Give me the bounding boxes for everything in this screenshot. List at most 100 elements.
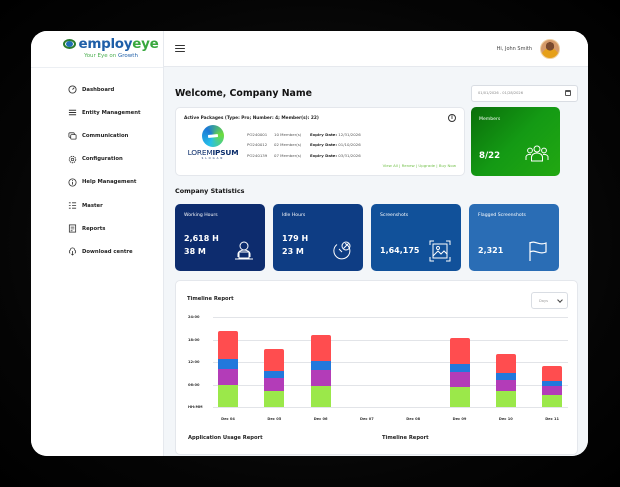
report-icon: [68, 224, 77, 233]
bar-segment: [495, 380, 516, 392]
chart-bar[interactable]: [310, 335, 331, 407]
sidebar-item-communication[interactable]: Communication: [31, 124, 163, 147]
timeline-report-subtitle: Timeline Report: [382, 435, 429, 441]
x-axis-tick: Dec 11: [545, 417, 559, 421]
bar-segment: [218, 331, 238, 360]
bar-segment: [449, 372, 470, 387]
y-axis-tick: 18:00: [188, 337, 200, 342]
top-bar: Hi, John Smith: [164, 31, 588, 67]
user-menu[interactable]: Hi, John Smith: [496, 38, 560, 59]
members-count: 8/22: [479, 151, 501, 161]
chart-bar[interactable]: [542, 366, 563, 407]
bar-segment: [495, 353, 516, 374]
sidebar-item-download-centre[interactable]: Download centre: [31, 240, 163, 263]
bar-segment: [264, 349, 285, 371]
bar-segment: [264, 377, 285, 391]
chart-bar[interactable]: [218, 331, 238, 407]
calendar-icon: [565, 90, 571, 96]
sidebar-item-reports[interactable]: Reports: [31, 217, 163, 240]
sidebar-item-dashboard[interactable]: Dashboard: [31, 78, 163, 101]
package-row: PO240012 02 Member(s) Expiry Date: 01/10…: [247, 142, 361, 148]
timeline-report-card: Timeline Report Days HH:MM 06:00 12:00 18:0…: [175, 280, 578, 455]
x-axis-tick: Dec 08: [406, 417, 421, 421]
company-logo-mark-icon: [202, 125, 224, 147]
stats-cards: Working Hours 2,618 H 38 M Idle Hours 17…: [175, 204, 578, 271]
gridline: [213, 317, 568, 318]
dashboard-gauge-icon: [68, 85, 77, 94]
y-axis-tick: 24:00: [188, 315, 200, 319]
sidebar: employeye Your Eye on Growth Dashboard E…: [31, 31, 164, 456]
company-statistics-title: Company Statistics: [175, 187, 245, 195]
bar-segment: [542, 381, 563, 386]
flagged-screenshots-card[interactable]: Flagged Screenshots 2,321: [469, 204, 559, 271]
app-window: employeye Your Eye on Growth Dashboard E…: [31, 31, 588, 456]
chart-bar[interactable]: [495, 353, 516, 407]
sidebar-item-configuration[interactable]: Configuration: [31, 148, 163, 171]
image-frame-icon: [429, 240, 451, 262]
checklist-icon: [68, 201, 77, 210]
working-hours-card[interactable]: Working Hours 2,618 H 38 M: [175, 204, 265, 271]
gridline: [213, 362, 568, 363]
info-icon[interactable]: i: [448, 114, 456, 122]
period-select[interactable]: Days: [531, 292, 568, 309]
bar-segment: [264, 370, 285, 378]
package-action-links[interactable]: View All | Renew | Upgrade | Buy Now: [382, 163, 456, 168]
user-greeting: Hi, John Smith: [496, 45, 532, 52]
sidebar-nav: Dashboard Entity Management Communicatio…: [31, 68, 163, 264]
x-axis-tick: Dec 04: [221, 417, 235, 421]
application-usage-report-title: Application Usage Report: [188, 435, 263, 441]
chart-bar[interactable]: [264, 349, 285, 407]
bar-segment: [310, 361, 331, 371]
packages-title: Active Packages (Type: Pro; Number: 4; M…: [184, 116, 319, 121]
timeline-chart: HH:MM 06:00 12:00 18:00 24:00 Dec 04 Dec 05 Dec…: [176, 281, 577, 454]
sidebar-item-help-management[interactable]: Help Management: [31, 171, 163, 194]
sidebar-item-entity-management[interactable]: Entity Management: [31, 101, 163, 124]
x-axis-tick: Dec 07: [359, 417, 374, 421]
eye-logo-icon: [63, 39, 77, 49]
x-axis-tick: Dec 10: [498, 417, 513, 421]
chat-bubbles-icon: [68, 131, 77, 140]
package-row: PO240001 10 Member(s) Expiry Date: 12/31…: [247, 131, 361, 137]
package-list: PO240001 10 Member(s) Expiry Date: 12/31…: [242, 125, 361, 161]
y-axis-tick: HH:MM: [188, 405, 203, 409]
gridline: [213, 407, 568, 408]
brand-tagline: Your Eye on Growth: [84, 53, 138, 59]
x-axis-tick: Dec 05: [267, 417, 282, 421]
bar-segment: [542, 366, 563, 382]
x-axis-tick: Dec 09: [452, 417, 467, 421]
cloud-download-icon: [68, 247, 77, 257]
users-group-icon: [525, 145, 549, 162]
y-axis-tick: 12:00: [188, 360, 200, 364]
x-axis-tick: Dec 06: [313, 417, 328, 421]
y-axis-tick: 06:00: [188, 382, 200, 387]
avatar[interactable]: [540, 38, 560, 59]
bar-segment: [218, 368, 238, 386]
timeline-title: Timeline Report: [187, 296, 234, 302]
hamburger-icon[interactable]: [175, 44, 185, 53]
bar-segment: [449, 386, 470, 407]
bar-segment: [218, 385, 238, 407]
main-area: Hi, John Smith Welcome, Company Name 01/…: [164, 31, 588, 456]
brand-name: employeye: [78, 36, 159, 52]
gridline: [213, 339, 568, 341]
gear-icon: [68, 155, 77, 164]
bar-segment: [310, 386, 331, 407]
chart-bar[interactable]: [449, 338, 470, 407]
flag-icon: [529, 241, 547, 261]
sidebar-item-master[interactable]: Master: [31, 194, 163, 217]
date-range-value: 01/01/2026 - 01/28/2026: [478, 91, 524, 95]
date-range-picker[interactable]: 01/01/2026 - 01/28/2026: [471, 84, 578, 102]
idle-hours-card[interactable]: Idle Hours 179 H 23 M: [273, 204, 363, 271]
bar-segment: [495, 391, 516, 407]
screenshots-card[interactable]: Screenshots 1,64,175: [371, 204, 461, 271]
list-lines-icon: [68, 108, 77, 117]
company-logo: LOREMIPSUM SLOGAN: [184, 125, 242, 161]
info-circle-icon: [68, 178, 77, 187]
page-title: Welcome, Company Name: [175, 87, 313, 99]
bar-segment: [495, 373, 516, 380]
active-packages-card: Active Packages (Type: Pro; Number: 4; M…: [175, 107, 465, 176]
bar-segment: [542, 395, 563, 407]
bar-segment: [264, 390, 285, 407]
members-card[interactable]: Members 8/22: [471, 107, 560, 176]
brand-logo[interactable]: employeye Your Eye on Growth: [31, 31, 163, 68]
